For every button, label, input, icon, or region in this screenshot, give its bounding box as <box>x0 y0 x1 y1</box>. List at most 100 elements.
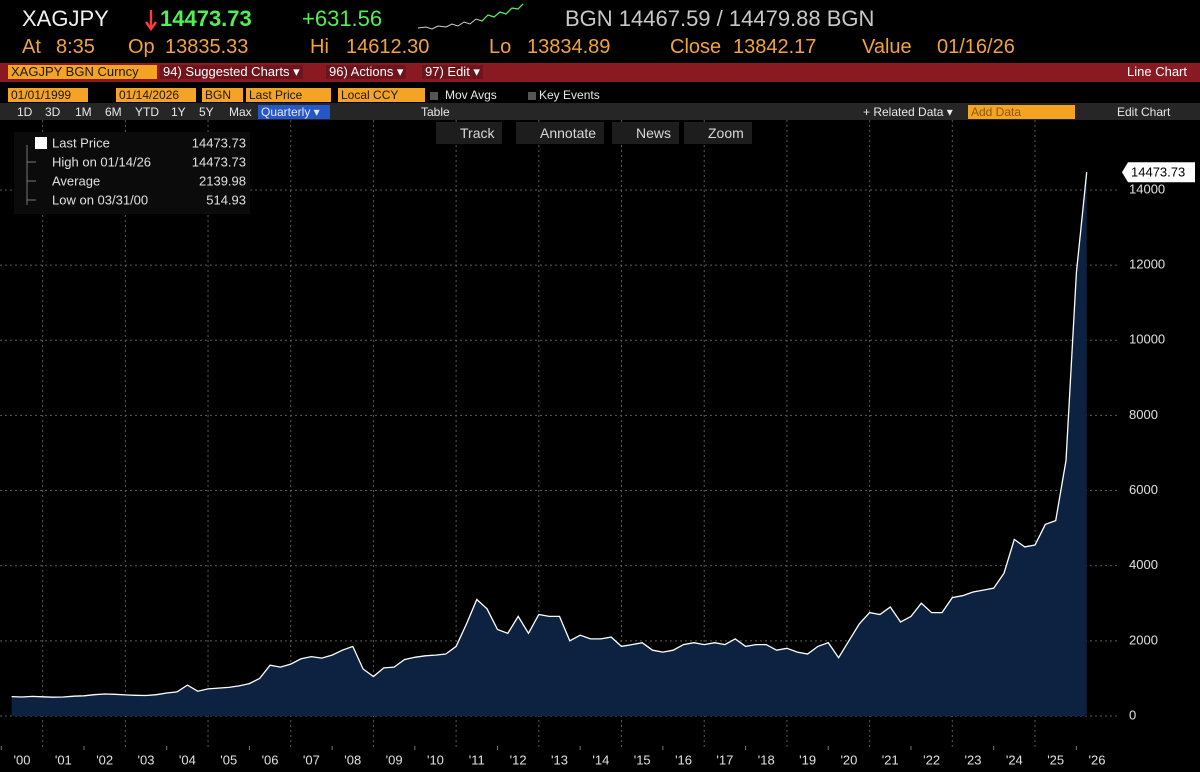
start-date[interactable]: 01/01/1999 <box>8 88 88 102</box>
y-tick-label: 4000 <box>1129 557 1158 572</box>
x-tick-label: '18 <box>758 752 775 767</box>
edit-chart[interactable]: Edit Chart <box>1117 105 1171 119</box>
x-tick-label: '12 <box>510 752 527 767</box>
legend-value: 514.93 <box>206 192 246 207</box>
legend-value: 14473.73 <box>192 154 246 169</box>
legend-tree <box>26 145 36 205</box>
last-value-tag <box>1122 162 1195 183</box>
x-tick-label: '04 <box>179 752 196 767</box>
toggle[interactable]: Mov Avgs <box>445 88 497 102</box>
x-tick-label: '00 <box>13 752 30 767</box>
period[interactable]: 5Y <box>199 105 214 119</box>
sparkline <box>418 3 524 30</box>
period[interactable]: Max <box>229 105 252 119</box>
x-tick-label: '16 <box>675 752 692 767</box>
last-value-label: 14473.73 <box>1131 165 1185 180</box>
x-tick-label: '15 <box>634 752 651 767</box>
x-tick-label: '10 <box>427 752 444 767</box>
quote-value: 01/16/26 <box>937 36 1015 58</box>
x-tick-label: '20 <box>840 752 857 767</box>
legend-value: 14473.73 <box>192 135 246 150</box>
tool-button[interactable]: News <box>612 122 680 144</box>
quote-value: 13842.17 <box>733 36 817 58</box>
x-tick-label: '01 <box>55 752 72 767</box>
tool-button[interactable]: Annotate <box>516 122 605 144</box>
legend-label: Low on 03/31/00 <box>52 192 148 207</box>
x-tick-label: '21 <box>882 752 899 767</box>
related-data[interactable]: + Related Data ▾ <box>863 105 953 119</box>
frequency[interactable]: Quarterly ▾ <box>258 105 330 119</box>
period[interactable]: 6M <box>105 105 122 119</box>
quote-label: Close <box>670 36 722 58</box>
controls-row: 01/01/1999 01/14/2026 BGN Last Price Loc… <box>0 86 1200 103</box>
quote-label: Hi <box>310 36 329 58</box>
y-tick-label: 14000 <box>1129 181 1165 196</box>
header: XAGJPY 14473.73 +631.56 BGN 14467.59 / 1… <box>0 0 1200 62</box>
legend-label: Last Price <box>52 135 110 150</box>
legend-box <box>14 132 250 214</box>
menu-item[interactable]: 94) Suggested Charts ▾ <box>160 65 303 79</box>
field[interactable]: Last Price <box>246 88 331 102</box>
quote-value: 14612.30 <box>346 36 430 58</box>
ticker: XAGJPY <box>22 6 109 31</box>
tool-button[interactable]: Zoom <box>684 122 752 144</box>
legend: Last Price 14473.73 High on 01/14/26 14473.… <box>14 132 250 214</box>
menu-item[interactable]: 96) Actions ▾ <box>326 65 407 79</box>
legend-label: High on 01/14/26 <box>52 154 151 169</box>
table-button[interactable]: Table <box>421 105 450 119</box>
period[interactable]: 3D <box>45 105 61 119</box>
area <box>11 172 1087 716</box>
checkbox[interactable] <box>528 92 536 100</box>
period[interactable]: 1Y <box>171 105 186 119</box>
x-tick-label: '17 <box>716 752 733 767</box>
toggle[interactable]: Key Events <box>539 88 600 102</box>
line <box>11 172 1088 698</box>
x-tick-label: '26 <box>1089 752 1106 767</box>
legend-value: 2139.98 <box>199 173 246 188</box>
period[interactable]: 1D <box>17 105 33 119</box>
menu-item[interactable]: 97) Edit ▾ <box>422 65 483 79</box>
y-tick-label: 10000 <box>1129 332 1165 347</box>
x-tick-label: '19 <box>799 752 816 767</box>
x-tick-label: '11 <box>469 752 485 767</box>
x-tick-label: '08 <box>344 752 361 767</box>
quote-value: 13834.89 <box>527 36 611 58</box>
legend-swatch <box>35 137 47 149</box>
y-tick-label: 2000 <box>1129 632 1158 647</box>
x-tick-label: '14 <box>592 752 609 767</box>
x-tick-label: '07 <box>303 752 320 767</box>
x-tick-label: '23 <box>965 752 982 767</box>
quote-value: 8:35 <box>56 36 95 58</box>
change: +631.56 <box>302 6 383 31</box>
quote-label: Value <box>862 36 912 58</box>
x-tick-label: '13 <box>551 752 568 767</box>
legend-label: Average <box>52 173 100 188</box>
end-date[interactable]: 01/14/2026 <box>116 88 196 102</box>
bid-ask: BGN 14467.59 / 14479.88 BGN <box>565 6 875 31</box>
x-tick-label: '24 <box>1006 752 1023 767</box>
x-tick-label: '03 <box>138 752 155 767</box>
period[interactable]: YTD <box>135 105 159 119</box>
x-tick-label: '25 <box>1047 752 1064 767</box>
y-tick-label: 12000 <box>1129 257 1165 272</box>
x-tick-label: '22 <box>923 752 940 767</box>
checkbox[interactable] <box>430 92 438 100</box>
chart-type[interactable]: Line Chart <box>1127 64 1187 79</box>
quote-label: At <box>22 36 41 58</box>
x-tick-label: '05 <box>220 752 237 767</box>
quote-label: Op <box>128 36 155 58</box>
y-tick-label: 0 <box>1129 707 1136 722</box>
period[interactable]: 1M <box>75 105 92 119</box>
add-data[interactable]: Add Data <box>968 105 1075 119</box>
currency[interactable]: Local CCY <box>338 88 425 102</box>
x-tick-label: '09 <box>386 752 403 767</box>
y-tick-label: 6000 <box>1129 482 1158 497</box>
quote-label: Lo <box>489 36 512 58</box>
source[interactable]: BGN <box>202 88 243 102</box>
tool-button[interactable]: Track <box>436 122 503 144</box>
down-arrow <box>145 10 157 31</box>
security[interactable]: XAGJPY BGN Curncy <box>8 65 157 79</box>
x-tick-label: '02 <box>96 752 113 767</box>
